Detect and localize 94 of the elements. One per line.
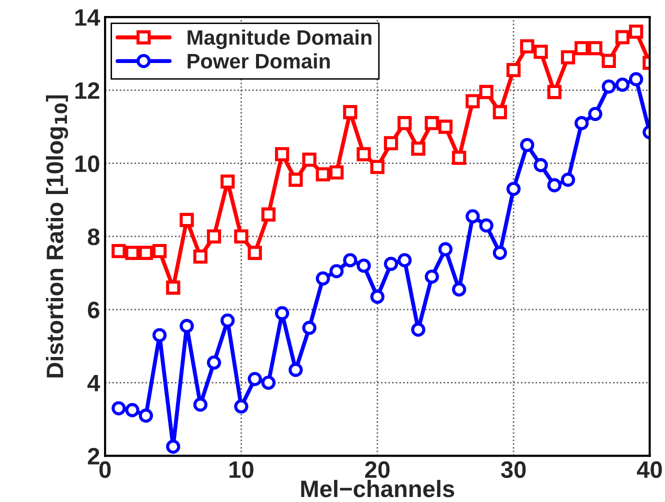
point — [602, 54, 616, 68]
point — [329, 264, 344, 278]
point — [206, 229, 222, 244]
y-axis-title: Distortion Ratio [10log$_{10}$] — [46, 95, 68, 378]
point — [261, 207, 276, 222]
point — [166, 280, 180, 295]
point — [356, 147, 371, 162]
point — [138, 246, 154, 260]
point — [248, 246, 262, 260]
y-tick-label: 10 — [75, 155, 100, 172]
point — [370, 160, 384, 174]
y-tick-label: 8 — [88, 228, 100, 246]
point — [370, 290, 384, 304]
point — [166, 440, 180, 454]
point — [343, 253, 358, 268]
point — [492, 105, 508, 120]
legend-label: Magnitude Domain — [188, 30, 372, 50]
point — [424, 116, 439, 130]
point — [261, 376, 276, 390]
point — [547, 178, 562, 192]
point — [615, 30, 630, 44]
point — [193, 398, 208, 412]
point — [248, 372, 262, 386]
point — [466, 209, 480, 224]
point — [602, 79, 616, 94]
point — [398, 253, 412, 268]
point — [629, 72, 644, 86]
point — [411, 322, 426, 337]
point — [560, 172, 576, 187]
x-tick-label: 0 — [99, 461, 111, 478]
point — [316, 271, 330, 286]
point — [560, 50, 576, 64]
point — [329, 165, 344, 180]
point — [492, 246, 508, 260]
point — [112, 244, 126, 258]
point — [206, 355, 222, 370]
point — [302, 320, 316, 335]
point — [588, 41, 602, 56]
point — [534, 158, 548, 172]
point — [112, 401, 126, 416]
point — [452, 150, 466, 165]
y-tick-label: 14 — [75, 9, 100, 26]
point — [424, 270, 439, 284]
x-tick-label: 40 — [636, 461, 662, 478]
x-tick-label: 30 — [500, 461, 526, 478]
point — [466, 94, 480, 108]
point — [288, 172, 303, 187]
point — [479, 84, 494, 100]
point — [588, 106, 602, 122]
legend-label: Power Domain — [188, 53, 330, 69]
point — [629, 24, 644, 39]
point — [220, 174, 235, 189]
x-tick-label: 10 — [230, 461, 254, 478]
point — [343, 105, 358, 120]
point — [274, 147, 290, 162]
point — [384, 136, 398, 150]
point — [138, 408, 154, 423]
point — [384, 256, 398, 271]
point — [479, 218, 494, 233]
point — [438, 242, 453, 256]
point — [316, 167, 330, 182]
point — [534, 44, 548, 59]
point — [125, 246, 140, 260]
point — [574, 116, 589, 130]
point — [152, 328, 167, 342]
point — [152, 244, 167, 258]
point — [506, 182, 521, 196]
point — [180, 318, 194, 334]
point — [615, 78, 630, 92]
point — [234, 229, 248, 244]
point — [302, 152, 316, 167]
y-tick-label: 12 — [75, 82, 100, 99]
point — [193, 249, 208, 264]
point — [274, 306, 290, 320]
point — [180, 212, 194, 228]
point — [220, 313, 235, 328]
y-tick-label: 4 — [87, 375, 100, 392]
point — [411, 142, 426, 156]
point — [506, 63, 521, 78]
point — [234, 399, 248, 414]
point — [520, 39, 534, 54]
y-tick-label: 2 — [88, 448, 100, 464]
point — [398, 116, 412, 130]
y-tick-label: 6 — [88, 302, 100, 318]
point — [356, 258, 371, 273]
point — [288, 362, 303, 377]
point — [438, 120, 453, 134]
point — [125, 403, 140, 418]
point — [452, 282, 466, 297]
point — [547, 84, 562, 100]
point — [520, 138, 534, 152]
point — [574, 41, 589, 56]
x-axis-title: Mel−channels — [301, 480, 454, 498]
x-tick-label: 20 — [365, 461, 390, 478]
